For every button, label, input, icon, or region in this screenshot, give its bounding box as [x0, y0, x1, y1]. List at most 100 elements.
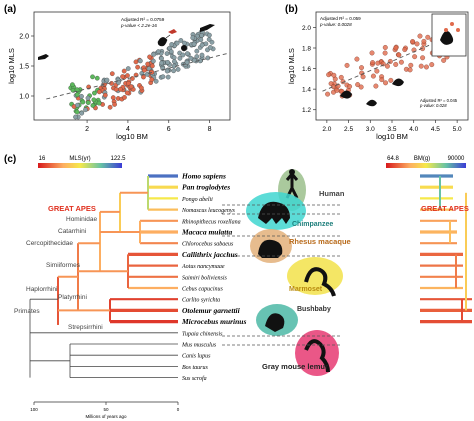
y-tick-label: 1.8	[302, 46, 311, 53]
chimpanzee-icon	[258, 201, 290, 224]
inset-point	[450, 22, 454, 26]
scatter-point	[354, 56, 360, 62]
scatter-point	[425, 34, 431, 40]
species-label: Aotus nancymaae	[181, 264, 225, 270]
scatter-point	[382, 45, 388, 50]
x-tick-label: 8	[208, 126, 212, 133]
scatter-point	[80, 99, 86, 105]
human-head-icon	[289, 169, 295, 175]
species-label: Callithrix jacchus	[182, 250, 238, 259]
scatter-point	[96, 100, 102, 106]
left-phylogeny	[29, 174, 178, 379]
scatter-point	[147, 54, 152, 60]
panel-a-xlabel: log10 BM	[116, 132, 148, 141]
species-label: Bos taurus	[182, 365, 209, 371]
scatter-point	[180, 52, 186, 58]
bird-icon	[38, 54, 49, 60]
scatter-point	[398, 59, 404, 65]
scatter-point	[74, 92, 80, 98]
primate-icon	[366, 99, 377, 107]
x-tick-label: 4.0	[409, 126, 418, 133]
scatter-point	[110, 95, 116, 100]
gray-mouse-lemur-label: Gray mouse lemur	[262, 362, 328, 371]
primate-icon	[157, 34, 171, 47]
scatter-point	[184, 59, 190, 65]
scatter-point	[165, 60, 171, 65]
rhesus-macaque-icon	[258, 239, 283, 258]
x-tick-label: 2	[85, 126, 89, 133]
scatter-point	[331, 72, 337, 78]
scatter-point	[358, 84, 364, 90]
scatter-point	[185, 51, 190, 56]
bushbaby-label: Bushbaby	[297, 306, 331, 313]
scatter-point	[102, 92, 108, 98]
x-tick-label: 4.5	[431, 126, 440, 133]
great-apes-left-label: GREAT APES	[48, 204, 96, 213]
scatter-point	[330, 84, 336, 90]
clade-platyrrhini: Platyrrhini	[58, 294, 87, 301]
scatter-point	[74, 87, 80, 93]
panel-b-y-ticks: 1.2 1.4 1.6 1.8 2.0	[302, 25, 316, 114]
clade-primates: Primates	[14, 308, 40, 315]
scatter-point	[120, 74, 125, 79]
species-label: Canis lupus	[182, 354, 211, 360]
x-tick-label: 4	[126, 126, 130, 133]
mls-scale-min: 16	[39, 156, 46, 162]
scatter-point	[370, 60, 376, 66]
scatter-point	[370, 73, 376, 79]
scatter-point	[182, 40, 187, 46]
scatter-point	[130, 76, 135, 81]
time-tick-0: 0	[177, 407, 180, 412]
species-label: Otolemur garnettii	[182, 306, 241, 315]
scatter-point	[125, 66, 131, 71]
scatter-point	[194, 54, 200, 59]
animal-icon	[181, 45, 187, 51]
time-tick-50: 50	[103, 407, 109, 412]
scatter-point	[149, 77, 155, 82]
panel-a-stat-r2: Adjusted R² = 0.0759	[121, 17, 165, 22]
scatter-point	[325, 91, 331, 97]
scatter-point	[145, 61, 151, 67]
scatter-point	[423, 64, 429, 70]
scatter-point	[113, 87, 119, 92]
bushbaby-icon	[265, 313, 285, 332]
scatter-point	[393, 45, 399, 51]
great-apes-right-label: GREAT APES	[421, 204, 469, 213]
chimpanzee-label: Chimpanzee	[292, 221, 333, 228]
scatter-point	[124, 90, 130, 96]
scatter-point	[151, 58, 156, 64]
x-tick-label: 6	[167, 126, 171, 133]
scatter-point	[326, 72, 332, 78]
panel-a-y-ticks: 1.0 1.5 2.0	[19, 34, 34, 101]
clade-haplorrhini: Haplorrhini	[26, 286, 57, 293]
scatter-point	[121, 68, 127, 74]
x-tick-label: 3.5	[387, 126, 396, 133]
scatter-point	[73, 114, 78, 120]
x-tick-label: 2.0	[322, 126, 331, 133]
species-label: Cebus capucinus	[182, 287, 223, 293]
scatter-point	[191, 41, 197, 47]
scatter-point	[375, 60, 381, 66]
scatter-point	[85, 100, 91, 105]
scatter-point	[347, 84, 352, 89]
y-tick-label: 2.0	[19, 34, 29, 41]
scatter-point	[171, 68, 176, 74]
scatter-point	[156, 49, 161, 54]
scatter-point	[164, 68, 170, 74]
scatter-point	[83, 107, 88, 113]
scatter-point	[373, 83, 379, 89]
clade-strepsirrhini: Strepsirrhini	[68, 324, 103, 331]
scatter-point	[159, 56, 164, 61]
scatter-point	[175, 67, 181, 72]
scatter-point	[190, 35, 196, 41]
primate-icon	[440, 30, 454, 45]
scatter-point	[150, 63, 155, 69]
x-tick-label: 2.5	[344, 126, 353, 133]
scatter-point	[135, 64, 140, 70]
panel-a-ylabel: log10 MLS	[7, 48, 16, 84]
bm-scale-max: 90000	[448, 156, 465, 162]
scatter-point	[207, 45, 213, 50]
scatter-point	[168, 49, 174, 54]
scatter-point	[207, 32, 212, 38]
